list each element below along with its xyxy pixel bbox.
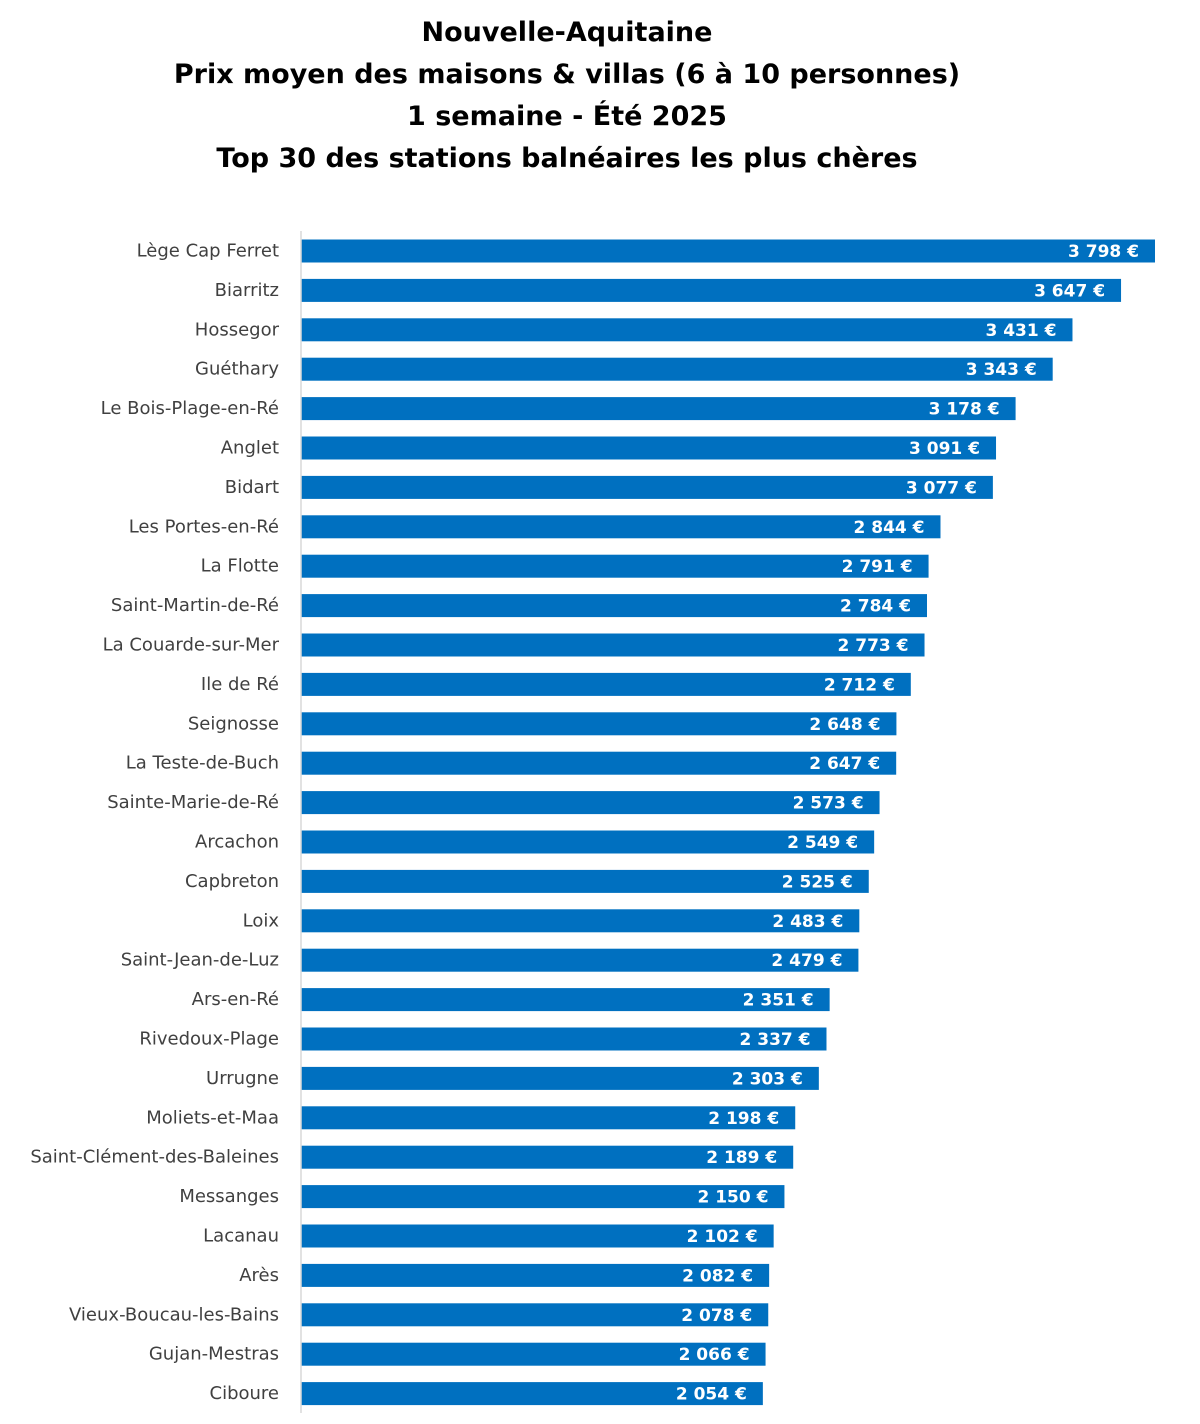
bar: [301, 1224, 774, 1248]
category-label: Les Portes-en-Ré: [129, 516, 279, 537]
bar: [301, 475, 993, 499]
data-label: 2 198 €: [708, 1109, 779, 1129]
data-label: 2 303 €: [732, 1069, 803, 1089]
data-label: 2 150 €: [697, 1188, 768, 1208]
category-label: La Couarde-sur-Mer: [103, 635, 280, 656]
data-label: 2 483 €: [772, 912, 843, 932]
category-label: Vieux-Boucau-les-Bains: [69, 1304, 279, 1325]
data-label: 2 573 €: [793, 794, 864, 814]
bar: [301, 712, 897, 736]
bar: [301, 436, 997, 460]
category-label: Messanges: [179, 1186, 279, 1207]
category-label: Lacanau: [203, 1226, 279, 1247]
category-label: Anglet: [221, 438, 279, 459]
bar: [301, 239, 1155, 263]
category-label: Biarritz: [215, 280, 279, 301]
data-label: 2 791 €: [842, 557, 913, 577]
bar: [301, 397, 1016, 421]
category-labels-layer: Lège Cap Ferret Biarritz Hossegor Guéthary L…: [30, 241, 279, 1405]
category-label: Hossegor: [195, 319, 280, 340]
category-label: Arcachon: [195, 832, 279, 853]
chart-title-line-4: Top 30 des stations balnéaires les plus …: [216, 143, 918, 174]
data-label: 2 066 €: [679, 1345, 750, 1365]
bar: [301, 948, 859, 972]
bar: [301, 672, 911, 696]
bar: [301, 1145, 794, 1169]
bar: [301, 1303, 769, 1327]
chart-title-line-3: 1 semaine - Été 2025: [407, 101, 727, 132]
category-label: Sainte-Marie-de-Ré: [107, 792, 279, 813]
bar: [301, 869, 869, 893]
data-label: 2 479 €: [771, 951, 842, 971]
data-label: 2 549 €: [787, 833, 858, 853]
bar: [301, 988, 830, 1012]
bar: [301, 830, 875, 854]
category-label: La Flotte: [201, 556, 279, 577]
bar: [301, 1342, 766, 1366]
category-label: Capbreton: [185, 871, 279, 892]
data-label: 3 431 €: [985, 321, 1056, 341]
data-label: 2 844 €: [854, 518, 925, 538]
category-label: Lège Cap Ferret: [137, 241, 279, 262]
category-label: Moliets-et-Maa: [146, 1107, 279, 1128]
chart-title: Nouvelle-Aquitaine Prix moyen des maison…: [0, 12, 1134, 180]
data-label: 2 102 €: [687, 1227, 758, 1247]
category-label: La Teste-de-Buch: [126, 753, 279, 774]
category-label: Arès: [239, 1265, 279, 1286]
data-label: 3 647 €: [1034, 281, 1105, 301]
bar: [301, 1382, 763, 1406]
category-label: Seignosse: [188, 713, 279, 734]
data-label: 2 337 €: [740, 1030, 811, 1050]
bar: [301, 1027, 827, 1051]
bar: [301, 318, 1073, 342]
bar: [301, 594, 927, 618]
category-label: Rivedoux-Plage: [139, 1029, 279, 1050]
bar: [301, 357, 1053, 381]
category-label: Loix: [243, 910, 280, 931]
chart-title-line-2: Prix moyen des maisons & villas (6 à 10 …: [173, 59, 961, 90]
data-label: 2 189 €: [706, 1148, 777, 1168]
data-label: 2 078 €: [681, 1306, 752, 1326]
chart-title-line-1: Nouvelle-Aquitaine: [421, 17, 713, 48]
bar: [301, 909, 860, 933]
bar: [301, 1106, 796, 1130]
bar: [301, 791, 880, 815]
category-label: Urrugne: [206, 1068, 279, 1089]
data-label: 2 712 €: [824, 675, 895, 695]
value-labels-layer: 3 798 € 3 647 € 3 431 € 3 343 € 3 178 € 3 091…: [676, 242, 1139, 1405]
data-label: 3 077 €: [906, 478, 977, 498]
category-label: Guéthary: [195, 359, 279, 380]
data-label: 3 091 €: [909, 439, 980, 459]
category-label: Bidart: [225, 477, 279, 498]
data-label: 2 784 €: [840, 597, 911, 617]
bar: [301, 554, 929, 578]
category-label: Ars-en-Ré: [192, 989, 279, 1010]
data-label: 2 648 €: [809, 715, 880, 735]
data-label: 2 351 €: [743, 991, 814, 1011]
bar: [301, 1185, 785, 1209]
data-label: 3 343 €: [966, 360, 1037, 380]
data-label: 2 647 €: [809, 754, 880, 774]
category-label: Saint-Martin-de-Ré: [111, 595, 279, 616]
data-label: 2 082 €: [682, 1266, 753, 1286]
category-label: Le Bois-Plage-en-Ré: [101, 398, 279, 419]
category-label: Gujan-Mestras: [149, 1344, 279, 1365]
bar: [301, 1066, 819, 1090]
bar: [301, 515, 941, 539]
bars-layer: [301, 239, 1155, 1406]
category-label: Ile de Ré: [201, 674, 279, 695]
bar: [301, 1263, 770, 1287]
bar: [301, 278, 1122, 302]
bar: [301, 633, 925, 657]
category-label: Ciboure: [210, 1383, 280, 1404]
data-label: 3 798 €: [1068, 242, 1139, 262]
data-label: 2 773 €: [838, 636, 909, 656]
data-label: 3 178 €: [929, 400, 1000, 420]
bar: [301, 751, 897, 775]
category-label: Saint-Clément-des-Baleines: [30, 1147, 279, 1168]
data-label: 2 054 €: [676, 1385, 747, 1405]
data-label: 2 525 €: [782, 872, 853, 892]
category-label: Saint-Jean-de-Luz: [121, 950, 279, 971]
